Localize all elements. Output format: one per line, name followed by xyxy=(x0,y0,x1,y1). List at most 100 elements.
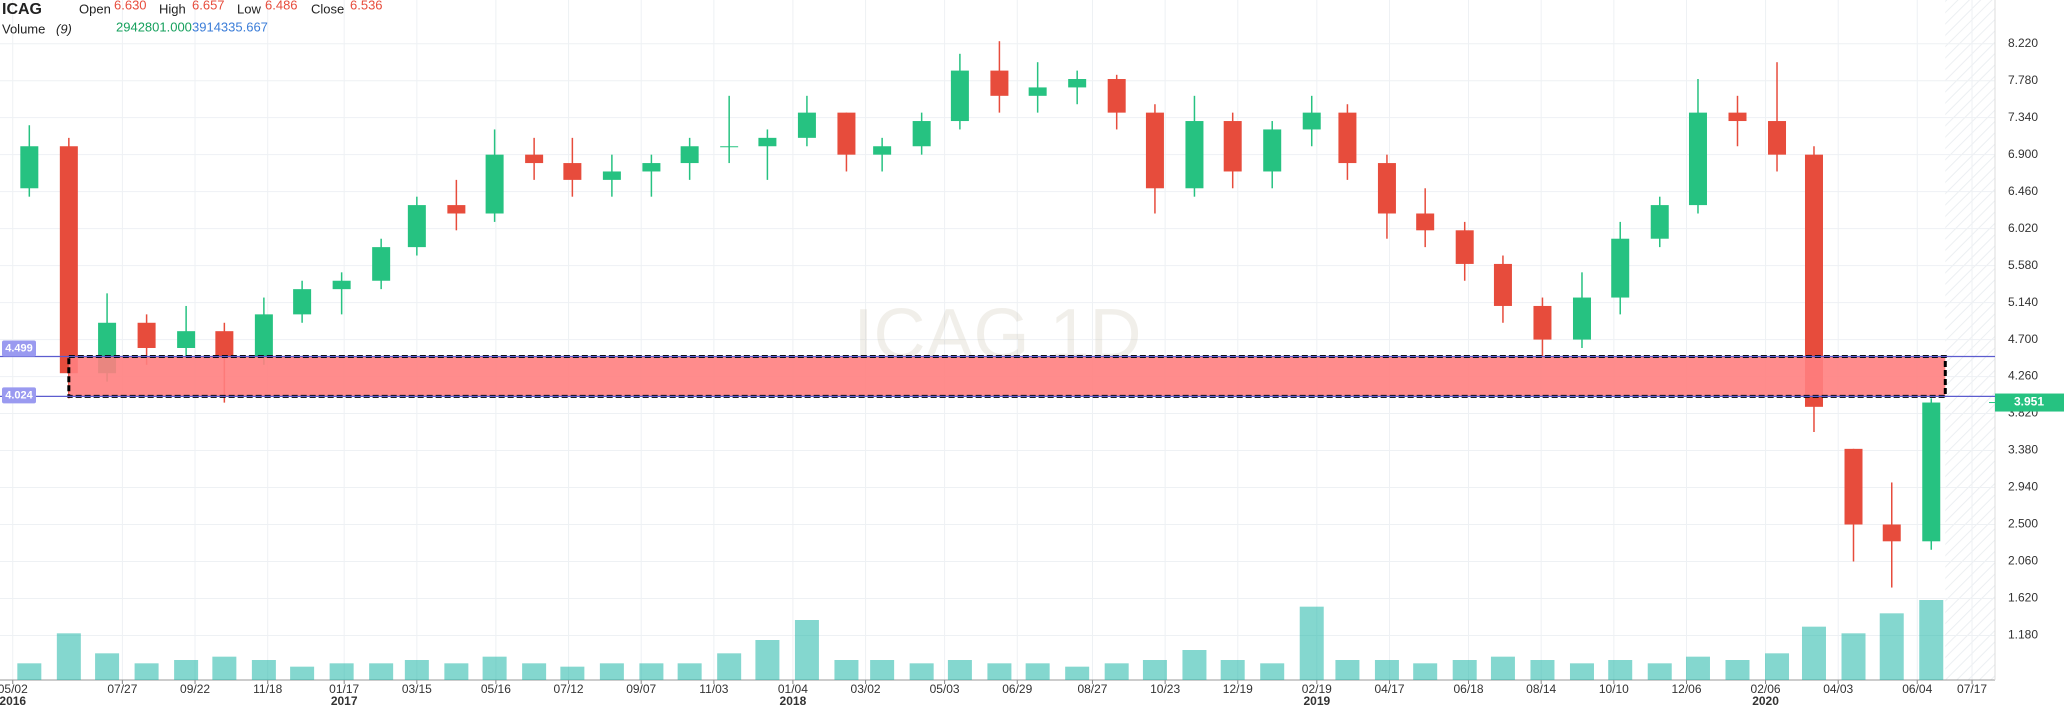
volume-bar xyxy=(95,653,120,680)
candle-body xyxy=(837,112,856,155)
x-tick-label: 01/17 xyxy=(329,682,359,696)
candle-body xyxy=(1263,129,1282,172)
symbol: ICAG xyxy=(2,1,42,18)
volume-bar xyxy=(909,663,934,680)
volume-bar xyxy=(834,660,859,680)
volume-bar xyxy=(947,660,972,680)
x-tick-label: 02/19 xyxy=(1302,682,1332,696)
candle-body xyxy=(1377,163,1396,214)
volume-bar xyxy=(1260,663,1285,680)
x-tick-label: 06/04 xyxy=(1902,682,1932,696)
volume-bar xyxy=(870,660,895,680)
y-tick-label: 4.700 xyxy=(2008,332,2038,346)
candle-body xyxy=(447,205,466,214)
candle-body xyxy=(912,121,931,147)
plot-background xyxy=(0,0,1995,680)
volume-ma-value: 3914335.667 xyxy=(192,19,268,34)
zone xyxy=(67,354,1947,398)
candle-body xyxy=(1145,112,1164,189)
candle-body xyxy=(1611,238,1630,298)
x-tick-label: 05/03 xyxy=(930,682,960,696)
level-badge xyxy=(2,387,36,404)
candle-body xyxy=(1572,297,1591,340)
volume-bar xyxy=(1608,660,1633,680)
volume-bar xyxy=(677,663,702,680)
candle-body xyxy=(332,280,351,290)
candle-body xyxy=(1302,112,1321,130)
volume-bar xyxy=(1299,606,1324,680)
candle-body xyxy=(1804,154,1823,407)
volume-bar xyxy=(212,656,237,680)
volume-bar xyxy=(1413,663,1438,680)
candle-body xyxy=(137,322,156,348)
candle-body xyxy=(1882,524,1901,542)
volume-bar xyxy=(1220,660,1245,680)
volume-bar xyxy=(987,663,1012,680)
volume-bar xyxy=(717,653,742,680)
volume-bar xyxy=(1530,660,1555,680)
level-label: 4.024 xyxy=(5,389,33,401)
volume-bar xyxy=(1335,660,1360,680)
volume-bar xyxy=(1647,663,1672,680)
volume-bar xyxy=(1841,633,1866,680)
volume-bar xyxy=(1490,656,1515,680)
candle-body xyxy=(720,146,739,148)
x-tick-label: 07/12 xyxy=(554,682,584,696)
candle-body xyxy=(485,154,504,214)
x-tick-label: 07/27 xyxy=(107,682,137,696)
volume-bar xyxy=(444,663,469,680)
volume-bar xyxy=(369,663,394,680)
candle-body xyxy=(602,171,621,180)
volume-label: Volume xyxy=(2,21,45,36)
volume-period: (9) xyxy=(56,21,72,36)
x-tick-label: 09/22 xyxy=(180,682,210,696)
candle-body xyxy=(1922,402,1941,542)
x-tick-label: 05/16 xyxy=(481,682,511,696)
candle-body xyxy=(1844,448,1863,525)
x-tick-label: 04/03 xyxy=(1823,682,1853,696)
x-tick-label: 08/27 xyxy=(1077,682,1107,696)
candle-body xyxy=(372,247,391,281)
x-tick-label: 02/06 xyxy=(1751,682,1781,696)
volume-bar xyxy=(522,663,547,680)
y-tick-label: 8.220 xyxy=(2008,36,2038,50)
close-label: Close xyxy=(311,1,344,16)
candle-body xyxy=(254,314,273,357)
volume-bar xyxy=(251,660,276,680)
candle-body xyxy=(642,163,661,172)
candle-body xyxy=(1533,305,1552,340)
volume-bar xyxy=(1452,660,1477,680)
candle-body xyxy=(758,137,777,147)
y-tick-label: 1.180 xyxy=(2008,628,2038,642)
volume-bar xyxy=(1725,660,1750,680)
high-value: 6.657 xyxy=(192,0,225,12)
candle-body xyxy=(59,146,78,374)
candle-body xyxy=(215,331,234,357)
x-tick-label: 05/02 xyxy=(0,682,28,696)
y-tick-label: 1.620 xyxy=(2008,591,2038,605)
high-label: High xyxy=(159,1,186,16)
candle-body xyxy=(563,163,582,180)
x-tick-label: 11/03 xyxy=(699,682,728,696)
level-label: 4.499 xyxy=(5,342,33,354)
candle-body xyxy=(177,331,196,348)
volume-bar xyxy=(404,660,429,680)
volume-bar xyxy=(174,660,199,680)
candle-body xyxy=(1728,112,1747,122)
y-tick-label: 2.940 xyxy=(2008,480,2038,494)
volume-bar xyxy=(482,656,507,680)
candle-body xyxy=(407,205,426,248)
volume-bar xyxy=(1104,663,1129,680)
volume-bar xyxy=(1765,653,1790,680)
x-tick-label: 03/02 xyxy=(851,682,881,696)
y-tick-label: 7.340 xyxy=(2008,110,2038,124)
candle-body xyxy=(1223,121,1242,172)
candle-body xyxy=(1338,112,1357,164)
low-label: Low xyxy=(237,1,261,16)
candle-body xyxy=(1455,230,1474,264)
volume-bar xyxy=(290,666,315,680)
x-tick-label: 12/19 xyxy=(1223,682,1253,696)
x-tick-label: 10/10 xyxy=(1599,682,1629,696)
